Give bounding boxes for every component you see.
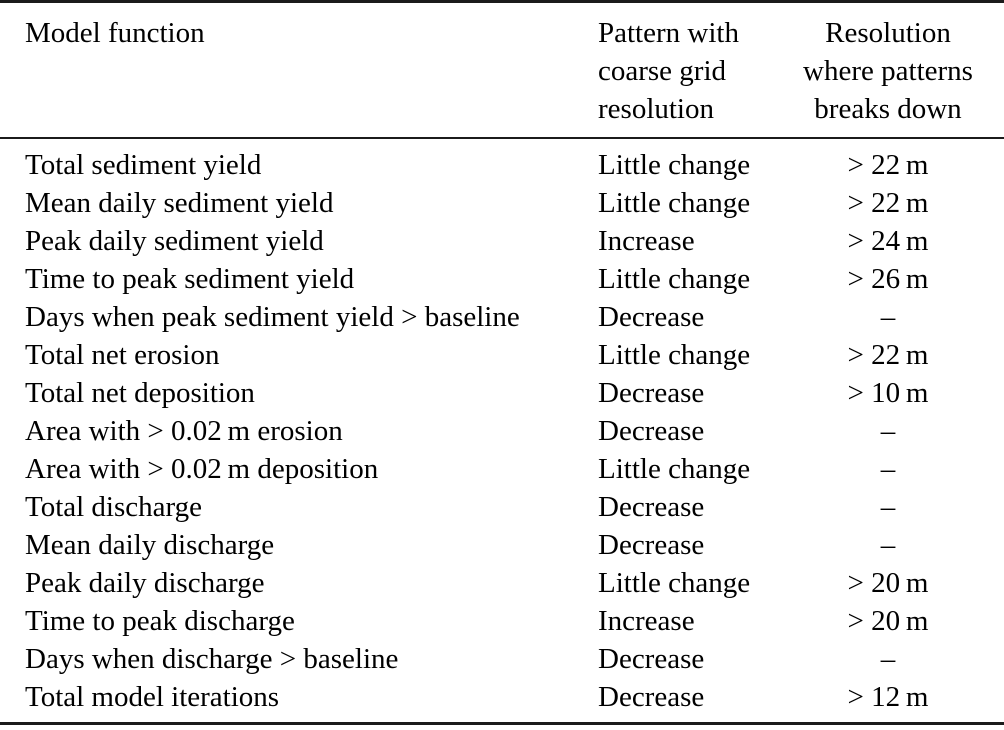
pattern-cell: Decrease xyxy=(598,301,705,333)
resolution-cell: – xyxy=(880,491,896,523)
resolution-cell: > 20 m xyxy=(847,605,929,637)
model-function-cell: Days when peak sediment yield > baseline xyxy=(25,301,520,333)
column-header-pattern: Pattern with coarse grid resolution xyxy=(598,14,780,128)
pattern-cell: Decrease xyxy=(598,643,705,675)
table-bottom-rule xyxy=(0,722,1004,725)
model-function-cell: Area with > 0.02 m erosion xyxy=(25,415,343,447)
model-function-cell: Total sediment yield xyxy=(25,149,262,181)
table-row: Area with > 0.02 m deposition Little cha… xyxy=(0,450,1004,488)
resolution-cell: > 22 m xyxy=(847,339,929,371)
resolution-cell: – xyxy=(880,453,896,485)
table-body: Total sediment yield Little change > 22 … xyxy=(0,139,1004,716)
table-row: Total net erosion Little change > 22 m xyxy=(0,336,1004,374)
table-row: Peak daily sediment yield Increase > 24 … xyxy=(0,222,1004,260)
table-header-row: Model function Pattern with coarse grid … xyxy=(0,3,1004,137)
pattern-cell: Decrease xyxy=(598,377,705,409)
resolution-cell: > 26 m xyxy=(847,263,929,295)
resolution-cell: > 12 m xyxy=(847,681,929,713)
model-function-cell: Total net erosion xyxy=(25,339,220,371)
model-function-cell: Mean daily sediment yield xyxy=(25,187,334,219)
resolution-cell: > 24 m xyxy=(847,225,929,257)
model-function-cell: Area with > 0.02 m deposition xyxy=(25,453,379,485)
table-row: Time to peak sediment yield Little chang… xyxy=(0,260,1004,298)
column-header-pattern-line-1: Pattern with xyxy=(598,17,739,49)
table-row: Area with > 0.02 m erosion Decrease – xyxy=(0,412,1004,450)
model-function-cell: Time to peak discharge xyxy=(25,605,295,637)
pattern-cell: Little change xyxy=(598,263,751,295)
pattern-cell: Little change xyxy=(598,187,751,219)
pattern-cell: Increase xyxy=(598,225,695,257)
column-header-resolution-line-1: Resolution xyxy=(825,17,951,49)
resolution-cell: – xyxy=(880,301,896,333)
table-row: Total model iterations Decrease > 12 m xyxy=(0,678,1004,716)
pattern-cell: Decrease xyxy=(598,415,705,447)
pattern-cell: Increase xyxy=(598,605,695,637)
column-header-resolution-line-2: where patterns xyxy=(803,55,973,87)
pattern-cell: Decrease xyxy=(598,529,705,561)
model-function-cell: Mean daily discharge xyxy=(25,529,275,561)
pattern-cell: Little change xyxy=(598,567,751,599)
resolution-cell: > 22 m xyxy=(847,149,929,181)
resolution-cell: > 20 m xyxy=(847,567,929,599)
table-row: Mean daily discharge Decrease – xyxy=(0,526,1004,564)
pattern-cell: Little change xyxy=(598,339,751,371)
pattern-cell: Little change xyxy=(598,149,751,181)
table-row: Mean daily sediment yield Little change … xyxy=(0,184,1004,222)
model-function-cell: Peak daily sediment yield xyxy=(25,225,324,257)
model-function-cell: Total discharge xyxy=(25,491,203,523)
resolution-cell: – xyxy=(880,529,896,561)
pattern-cell: Decrease xyxy=(598,491,705,523)
column-header-pattern-line-2: coarse grid xyxy=(598,55,727,87)
resolution-cell: – xyxy=(880,415,896,447)
table-row: Total net deposition Decrease > 10 m xyxy=(0,374,1004,412)
table-header-separator-rule xyxy=(0,137,1004,139)
table-row: Peak daily discharge Little change > 20 … xyxy=(0,564,1004,602)
model-function-cell: Time to peak sediment yield xyxy=(25,263,355,295)
table-row: Days when discharge > baseline Decrease … xyxy=(0,640,1004,678)
table-top-rule xyxy=(0,0,1004,3)
model-function-cell: Total model iterations xyxy=(25,681,280,713)
table-row: Time to peak discharge Increase > 20 m xyxy=(0,602,1004,640)
pattern-cell: Little change xyxy=(598,453,751,485)
resolution-cell: > 22 m xyxy=(847,187,929,219)
column-header-resolution: Resolution where patterns breaks down xyxy=(780,14,996,128)
table-row: Total discharge Decrease – xyxy=(0,488,1004,526)
column-header-model-function: Model function xyxy=(25,17,205,49)
column-header-resolution-line-3: breaks down xyxy=(814,93,962,125)
model-function-cell: Total net deposition xyxy=(25,377,255,409)
column-header-pattern-line-3: resolution xyxy=(598,93,714,125)
resolution-cell: – xyxy=(880,643,896,675)
model-function-cell: Peak daily discharge xyxy=(25,567,265,599)
pattern-cell: Decrease xyxy=(598,681,705,713)
model-function-cell: Days when discharge > baseline xyxy=(25,643,399,675)
table-row: Total sediment yield Little change > 22 … xyxy=(0,146,1004,184)
table-row: Days when peak sediment yield > baseline… xyxy=(0,298,1004,336)
resolution-cell: > 10 m xyxy=(847,377,929,409)
